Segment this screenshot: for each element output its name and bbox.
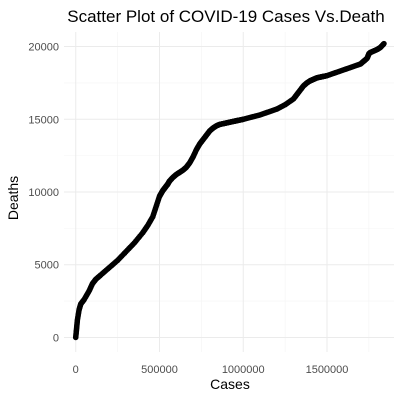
- x-tick-label: 1500000: [306, 364, 349, 376]
- x-tick-label: 0: [73, 364, 79, 376]
- y-tick-label: 10000: [28, 187, 59, 199]
- y-tick-label: 5000: [35, 260, 59, 272]
- x-tick-label: 500000: [141, 364, 178, 376]
- y-tick-label: 0: [53, 332, 59, 344]
- x-tick-labels: 0 500000 1000000 1500000: [73, 364, 349, 376]
- data-point: [381, 40, 387, 47]
- y-tick-label: 15000: [28, 114, 59, 126]
- x-axis-label: Cases: [210, 376, 250, 392]
- y-tick-label: 20000: [28, 42, 59, 54]
- y-axis-label: Deaths: [5, 176, 21, 220]
- grid-lines: [64, 32, 394, 352]
- chart-title: Scatter Plot of COVID-19 Cases Vs.Death: [67, 7, 384, 26]
- data-points: [72, 40, 387, 341]
- x-tick-label: 1000000: [222, 364, 265, 376]
- y-tick-labels: 0 5000 10000 15000 20000: [28, 42, 59, 345]
